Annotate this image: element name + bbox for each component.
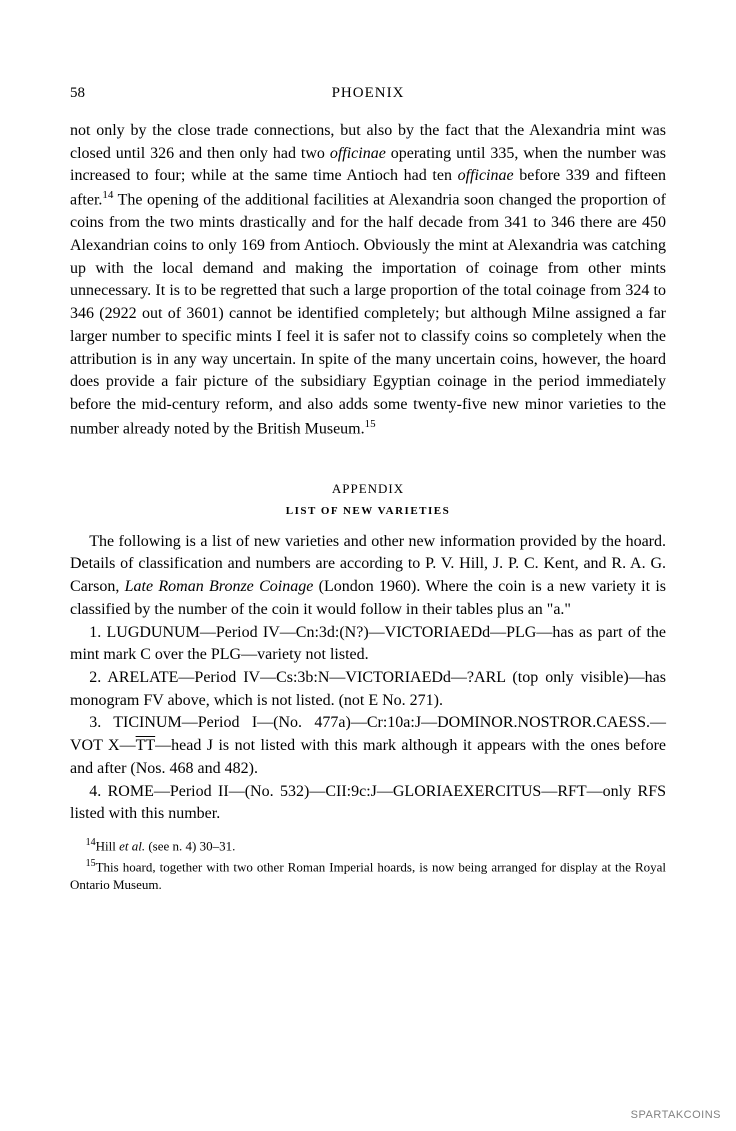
watermark: SPARTAKCOINS [631, 1109, 721, 1121]
page-number: 58 [70, 85, 85, 102]
running-head: PHOENIX [332, 85, 405, 102]
footnote-15: 15This hoard, together with two other Ro… [70, 857, 666, 893]
appendix-intro: The following is a list of new varieties… [70, 531, 666, 622]
list-heading: LIST OF NEW VARIETIES [70, 505, 666, 517]
variety-item-4: 4. ROME—Period II—(No. 532)—CII:9c:J—GLO… [70, 781, 666, 826]
footnote-14: 14Hill et al. (see n. 4) 30–31. [70, 836, 666, 855]
variety-item-1: 1. LUGDUNUM—Period IV—Cn:3d:(N?)—VICTORI… [70, 622, 666, 667]
footnotes-block: 14Hill et al. (see n. 4) 30–31. 15This h… [70, 836, 666, 893]
variety-item-2: 2. ARELATE—Period IV—Cs:3b:N—VICTORIAEDd… [70, 667, 666, 712]
appendix-heading: APPENDIX [70, 481, 666, 497]
variety-item-3: 3. TICINUM—Period I—(No. 477a)—Cr:10a:J—… [70, 712, 666, 780]
main-paragraph: not only by the close trade connections,… [70, 120, 666, 441]
